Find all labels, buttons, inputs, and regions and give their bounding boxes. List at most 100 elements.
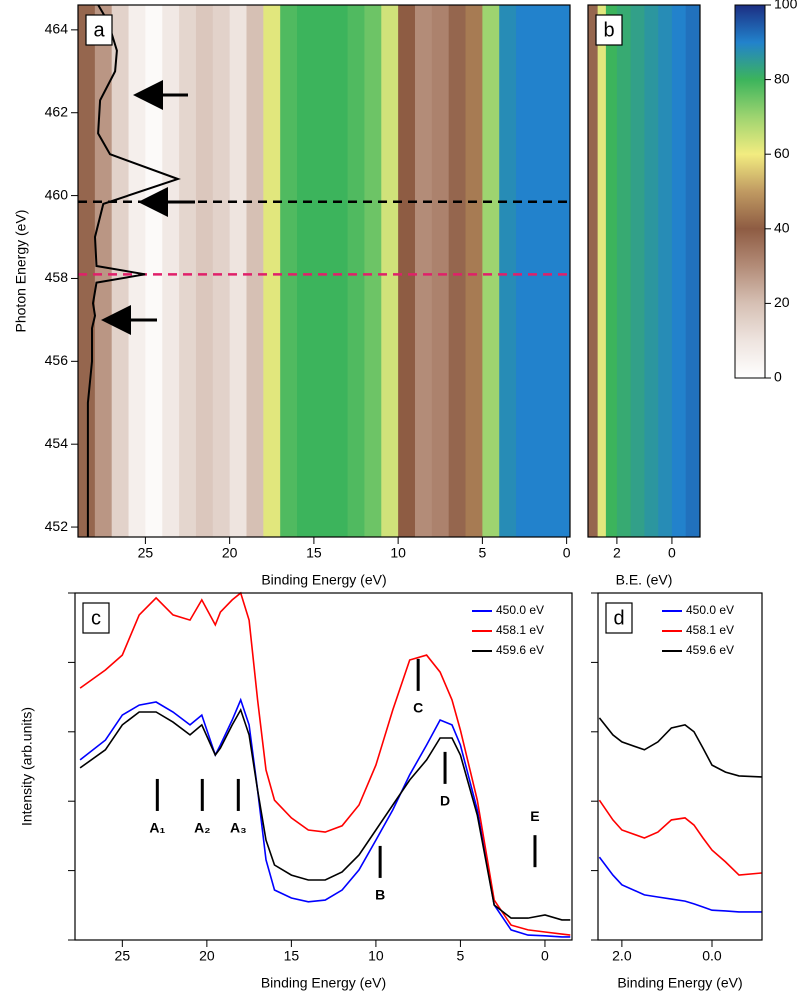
heatmap-cell <box>566 5 571 537</box>
x-tick-label: 2.0 <box>612 948 632 964</box>
heatmap-cell <box>448 5 467 537</box>
heatmap-cell <box>78 5 96 537</box>
heatmap-cell <box>162 5 180 537</box>
colorbar-tick-label: 40 <box>774 220 790 236</box>
heatmap-cell <box>482 5 500 537</box>
spectrum-line <box>598 799 762 876</box>
legend-label: 450.0 eV <box>686 603 734 617</box>
y-axis-title: Intensity (arb.units) <box>19 707 35 826</box>
peak-label: C <box>413 700 423 716</box>
colorbar-tick-label: 80 <box>774 70 790 86</box>
x-tick-label: 5 <box>478 545 486 561</box>
x-axis-title: Binding Energy (eV) <box>261 572 386 588</box>
heatmap-cell <box>616 5 632 537</box>
panel-label-box <box>82 602 110 634</box>
spectrum-line <box>79 707 571 921</box>
heatmap-cell <box>630 5 645 537</box>
y-tick-label: 460 <box>45 186 69 202</box>
x-tick-label: 20 <box>222 545 238 561</box>
legend-label: 450.0 eV <box>496 603 544 617</box>
panel-label: a <box>93 19 105 41</box>
heatmap-cell <box>431 5 450 537</box>
heatmap-cell <box>347 5 365 537</box>
absorption-curve <box>86 4 181 537</box>
x-tick-label: 25 <box>115 948 131 964</box>
panel-label-box <box>605 602 633 634</box>
y-axis-title: Photon Energy (eV) <box>13 210 29 333</box>
spectrum-line <box>79 697 571 938</box>
peak-label: D <box>440 793 450 809</box>
y-tick-label: 464 <box>45 21 69 37</box>
y-tick-label: 462 <box>45 103 69 119</box>
heatmap-cell <box>229 5 247 537</box>
peak-label: E <box>530 808 539 824</box>
x-tick-label: 25 <box>138 545 154 561</box>
heatmap-cell <box>597 5 607 537</box>
heatmap-cell <box>658 5 673 537</box>
y-tick-label: 458 <box>45 269 69 285</box>
heatmap-cell <box>313 5 332 537</box>
peak-label: B <box>375 887 385 903</box>
heatmap-cell <box>364 5 382 537</box>
x-axis-title: Binding Energy (eV) <box>261 975 386 991</box>
heatmap-cell <box>297 5 315 537</box>
plot-frame <box>77 4 571 538</box>
spectrum-line <box>598 856 762 913</box>
legend-label: 459.6 eV <box>496 643 544 657</box>
heatmap-cell <box>499 5 517 537</box>
heatmap-cell <box>280 5 298 537</box>
heatmap-cell <box>671 5 687 537</box>
plot-frame <box>597 592 763 941</box>
heatmap-cell <box>212 5 231 537</box>
heatmap-cell <box>381 5 399 537</box>
heatmap-cell <box>414 5 433 537</box>
heatmap-cell <box>588 5 599 537</box>
x-tick-label: 15 <box>284 948 300 964</box>
heatmap-cell <box>246 5 264 537</box>
heatmap-cell <box>179 5 197 537</box>
x-tick-label: 5 <box>457 948 465 964</box>
x-tick-label: 10 <box>390 545 406 561</box>
spectrum-line <box>79 591 571 936</box>
plot-frame <box>587 4 701 538</box>
heatmap-cell <box>94 5 113 537</box>
y-tick-label: 456 <box>45 352 69 368</box>
heatmap-cell <box>549 5 568 537</box>
heatmap-cell <box>605 5 618 537</box>
colorbar-tick-label: 20 <box>774 294 790 310</box>
panel-label: b <box>603 19 614 41</box>
spectrum-line <box>598 717 762 778</box>
annotation-arrows <box>101 80 195 335</box>
heatmap-cell <box>398 5 416 537</box>
heatmap-cell <box>465 5 483 537</box>
colorbar <box>734 4 766 379</box>
x-tick-label: 0 <box>563 545 571 561</box>
x-axis-title: Binding Energy (eV) <box>617 975 742 991</box>
colorbar-tick-label: 100 <box>774 0 798 12</box>
panel-label: c <box>91 607 101 629</box>
x-tick-label: 10 <box>368 948 384 964</box>
x-tick-label: 15 <box>306 545 322 561</box>
legend-label: 458.1 eV <box>496 623 544 637</box>
heatmap-cell <box>195 5 214 537</box>
heatmap-cell <box>263 5 281 537</box>
heatmap-cell <box>685 5 701 537</box>
colorbar-tick-label: 60 <box>774 145 790 161</box>
panel-label-box <box>85 14 113 46</box>
heatmap-cell <box>644 5 659 537</box>
panel-label-box <box>595 14 623 46</box>
heatmap-cell <box>330 5 349 537</box>
colorbar-tick-label: 0 <box>774 369 782 385</box>
x-tick-label: 2 <box>613 545 621 561</box>
peak-label: A₁ <box>149 820 165 836</box>
panel-label: d <box>613 607 624 629</box>
heatmap-cell <box>516 5 534 537</box>
legend-label: 458.1 eV <box>686 623 734 637</box>
legend-label: 459.6 eV <box>686 643 734 657</box>
x-axis-title: B.E. (eV) <box>616 572 673 588</box>
heatmap-cell <box>128 5 146 537</box>
x-tick-label: 20 <box>199 948 215 964</box>
x-tick-label: 0 <box>668 545 676 561</box>
